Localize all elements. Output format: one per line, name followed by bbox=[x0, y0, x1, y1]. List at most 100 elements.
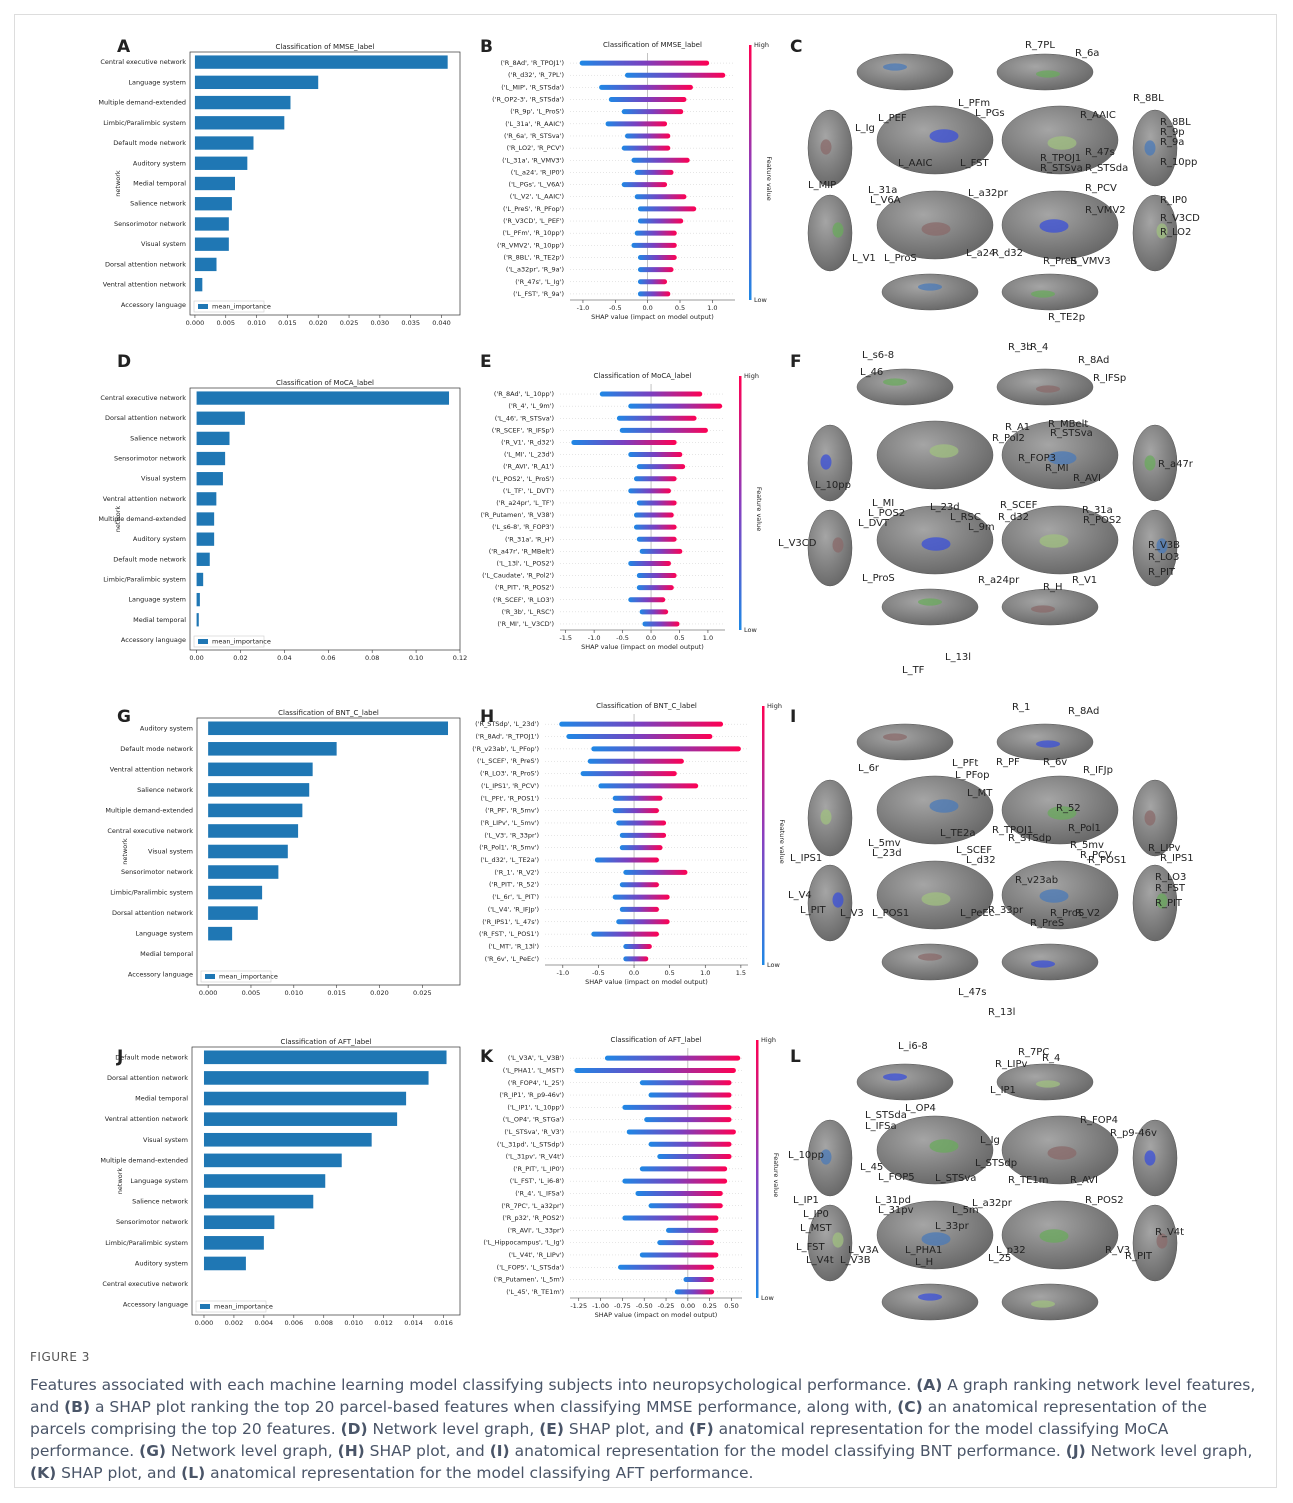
y-tick-label: Sensorimotor network bbox=[121, 868, 193, 876]
shap-spread bbox=[574, 1068, 736, 1073]
x-axis-label: SHAP value (impact on model output) bbox=[591, 313, 714, 321]
parcel-label: L_STSva bbox=[935, 1173, 976, 1184]
parcel-label: L_a32pr bbox=[968, 188, 1009, 199]
shap-spread bbox=[622, 1216, 718, 1221]
parcel-label: R_AVI bbox=[1070, 1175, 1098, 1186]
x-tick-label: 0.010 bbox=[344, 1319, 363, 1327]
parcel-label: R_STSda bbox=[1085, 163, 1128, 174]
parcel-label: R_PCV bbox=[1085, 183, 1117, 194]
feature-label: ('L_STSva', 'R_V3') bbox=[504, 1128, 564, 1136]
x-tick-label: 0.5 bbox=[674, 634, 684, 642]
feature-label: ('R_FOP4', 'L_25') bbox=[508, 1079, 564, 1087]
x-tick-label: 0.004 bbox=[255, 1319, 274, 1327]
shap-spread bbox=[649, 1142, 732, 1147]
bar bbox=[197, 452, 226, 465]
caption-panel-ref: (B) bbox=[64, 1398, 90, 1416]
y-tick-label: Multiple demand-extended bbox=[98, 99, 186, 107]
legend-label: mean_importance bbox=[214, 1303, 273, 1311]
feature-label: ('L_PGs', 'L_V6A') bbox=[509, 181, 564, 189]
parcel-label: R_H bbox=[1043, 582, 1062, 593]
bar bbox=[197, 573, 204, 586]
shap-spread bbox=[620, 882, 659, 887]
x-axis-label: SHAP value (impact on model output) bbox=[595, 1311, 718, 1319]
feature-label: ('R_Putamen', 'L_5m') bbox=[494, 1276, 564, 1284]
parcel-label: R_A1 bbox=[1005, 422, 1030, 433]
parcel-label: L_Ig bbox=[855, 123, 875, 134]
x-tick-label: 0.25 bbox=[702, 1302, 716, 1310]
x-tick-label: 0.008 bbox=[314, 1319, 333, 1327]
parcel-label: L_10pp bbox=[815, 480, 851, 491]
feature-label: ('L_IPS1', 'R_PCV') bbox=[481, 782, 539, 790]
feature-label: ('R_a24pr', 'L_TF') bbox=[496, 499, 554, 507]
bar bbox=[208, 865, 278, 879]
bar bbox=[197, 512, 215, 525]
feature-label: ('R_8Ad', 'R_TPOJ1') bbox=[475, 733, 539, 741]
x-tick-label: 0.030 bbox=[371, 319, 390, 327]
x-tick-label: 0.000 bbox=[199, 989, 218, 997]
y-tick-label: Central executive network bbox=[100, 58, 186, 66]
bar bbox=[197, 472, 223, 485]
y-tick-label: Accessory language bbox=[121, 301, 186, 309]
bar bbox=[204, 1195, 313, 1209]
feature-label: ('L_PFt', 'R_POS1') bbox=[481, 794, 540, 802]
y-tick-label: Sensorimotor network bbox=[116, 1218, 188, 1226]
x-tick-label: 0.02 bbox=[233, 654, 247, 662]
feature-label: ('R_V1', 'R_d32') bbox=[501, 438, 554, 446]
shap-spread bbox=[599, 85, 693, 90]
colorbar-low: Low bbox=[761, 1294, 774, 1302]
feature-label: ('R_4', 'L_IFSa') bbox=[515, 1189, 564, 1197]
x-tick-label: 0.010 bbox=[284, 989, 303, 997]
shap-spread bbox=[595, 858, 659, 863]
shap-spread bbox=[613, 895, 670, 900]
parcel-highlight bbox=[821, 809, 832, 824]
caption-text: SHAP plot, and bbox=[564, 1420, 689, 1438]
parcel-label: R_4 bbox=[1030, 342, 1048, 353]
caption-panel-ref: (G) bbox=[139, 1442, 166, 1460]
shap-spread bbox=[598, 783, 698, 788]
bar bbox=[204, 1071, 429, 1085]
parcel-label: R_MI bbox=[1045, 463, 1069, 474]
y-tick-label: Medial temporal bbox=[133, 616, 186, 624]
bar bbox=[197, 492, 217, 505]
feature-label: ('L_13l', 'L_POS2') bbox=[497, 559, 554, 567]
x-tick-label: -1.0 bbox=[588, 634, 601, 642]
feature-label: ('L_PFm', 'R_10pp') bbox=[502, 229, 564, 237]
x-tick-label: 0.040 bbox=[432, 319, 451, 327]
shap-spread bbox=[620, 428, 708, 433]
caption-text: anatomical representation for the model … bbox=[510, 1442, 1066, 1460]
bar bbox=[195, 278, 202, 291]
feature-label: ('L_31a', 'R_AAIC') bbox=[505, 120, 564, 128]
colorbar-high: High bbox=[767, 702, 782, 710]
brain-view bbox=[808, 865, 852, 941]
parcel-label: L_TE2a bbox=[940, 828, 976, 839]
y-tick-label: Central executive network bbox=[100, 394, 186, 402]
shap-spread bbox=[666, 1228, 718, 1233]
parcel-highlight bbox=[1040, 889, 1069, 903]
y-tick-label: Auditory system bbox=[133, 159, 186, 167]
feature-label: ('L_46', 'R_STSva') bbox=[495, 414, 554, 422]
x-tick-label: -1.5 bbox=[559, 634, 572, 642]
parcel-label: L_AAIC bbox=[898, 158, 932, 169]
parcel-label: R_STSva bbox=[1040, 163, 1083, 174]
feature-label: ('L_OP4', 'R_STGa') bbox=[503, 1116, 564, 1124]
feature-label: ('L_V4', 'R_IFJp') bbox=[488, 905, 539, 913]
shap-spread bbox=[649, 1093, 732, 1098]
chart-title: Classification of MMSE_label bbox=[276, 43, 375, 51]
shap-spread bbox=[622, 1179, 727, 1184]
parcel-label: L_PFt bbox=[952, 758, 978, 769]
shap-spread bbox=[623, 944, 651, 949]
parcel-label: L_POS1 bbox=[872, 908, 909, 919]
feature-label: ('L_31pd', 'L_STSdp') bbox=[497, 1140, 564, 1148]
colorbar-low: Low bbox=[754, 296, 767, 304]
feature-label: ('L_6r', 'L_PIT') bbox=[492, 893, 539, 901]
shap-spread bbox=[580, 61, 709, 66]
parcel-label: R_POS1 bbox=[1088, 855, 1127, 866]
shap-spread bbox=[628, 561, 671, 566]
parcel-label: L_MT bbox=[967, 788, 993, 799]
feature-label: ('L_MT', 'R_13l') bbox=[488, 942, 539, 950]
bar bbox=[195, 96, 291, 109]
colorbar-label: Feature value bbox=[778, 819, 786, 863]
shap-spread bbox=[638, 279, 667, 284]
feature-label: ('L_PreS', 'R_PFop') bbox=[503, 205, 564, 213]
panel-letter: G bbox=[117, 707, 131, 727]
